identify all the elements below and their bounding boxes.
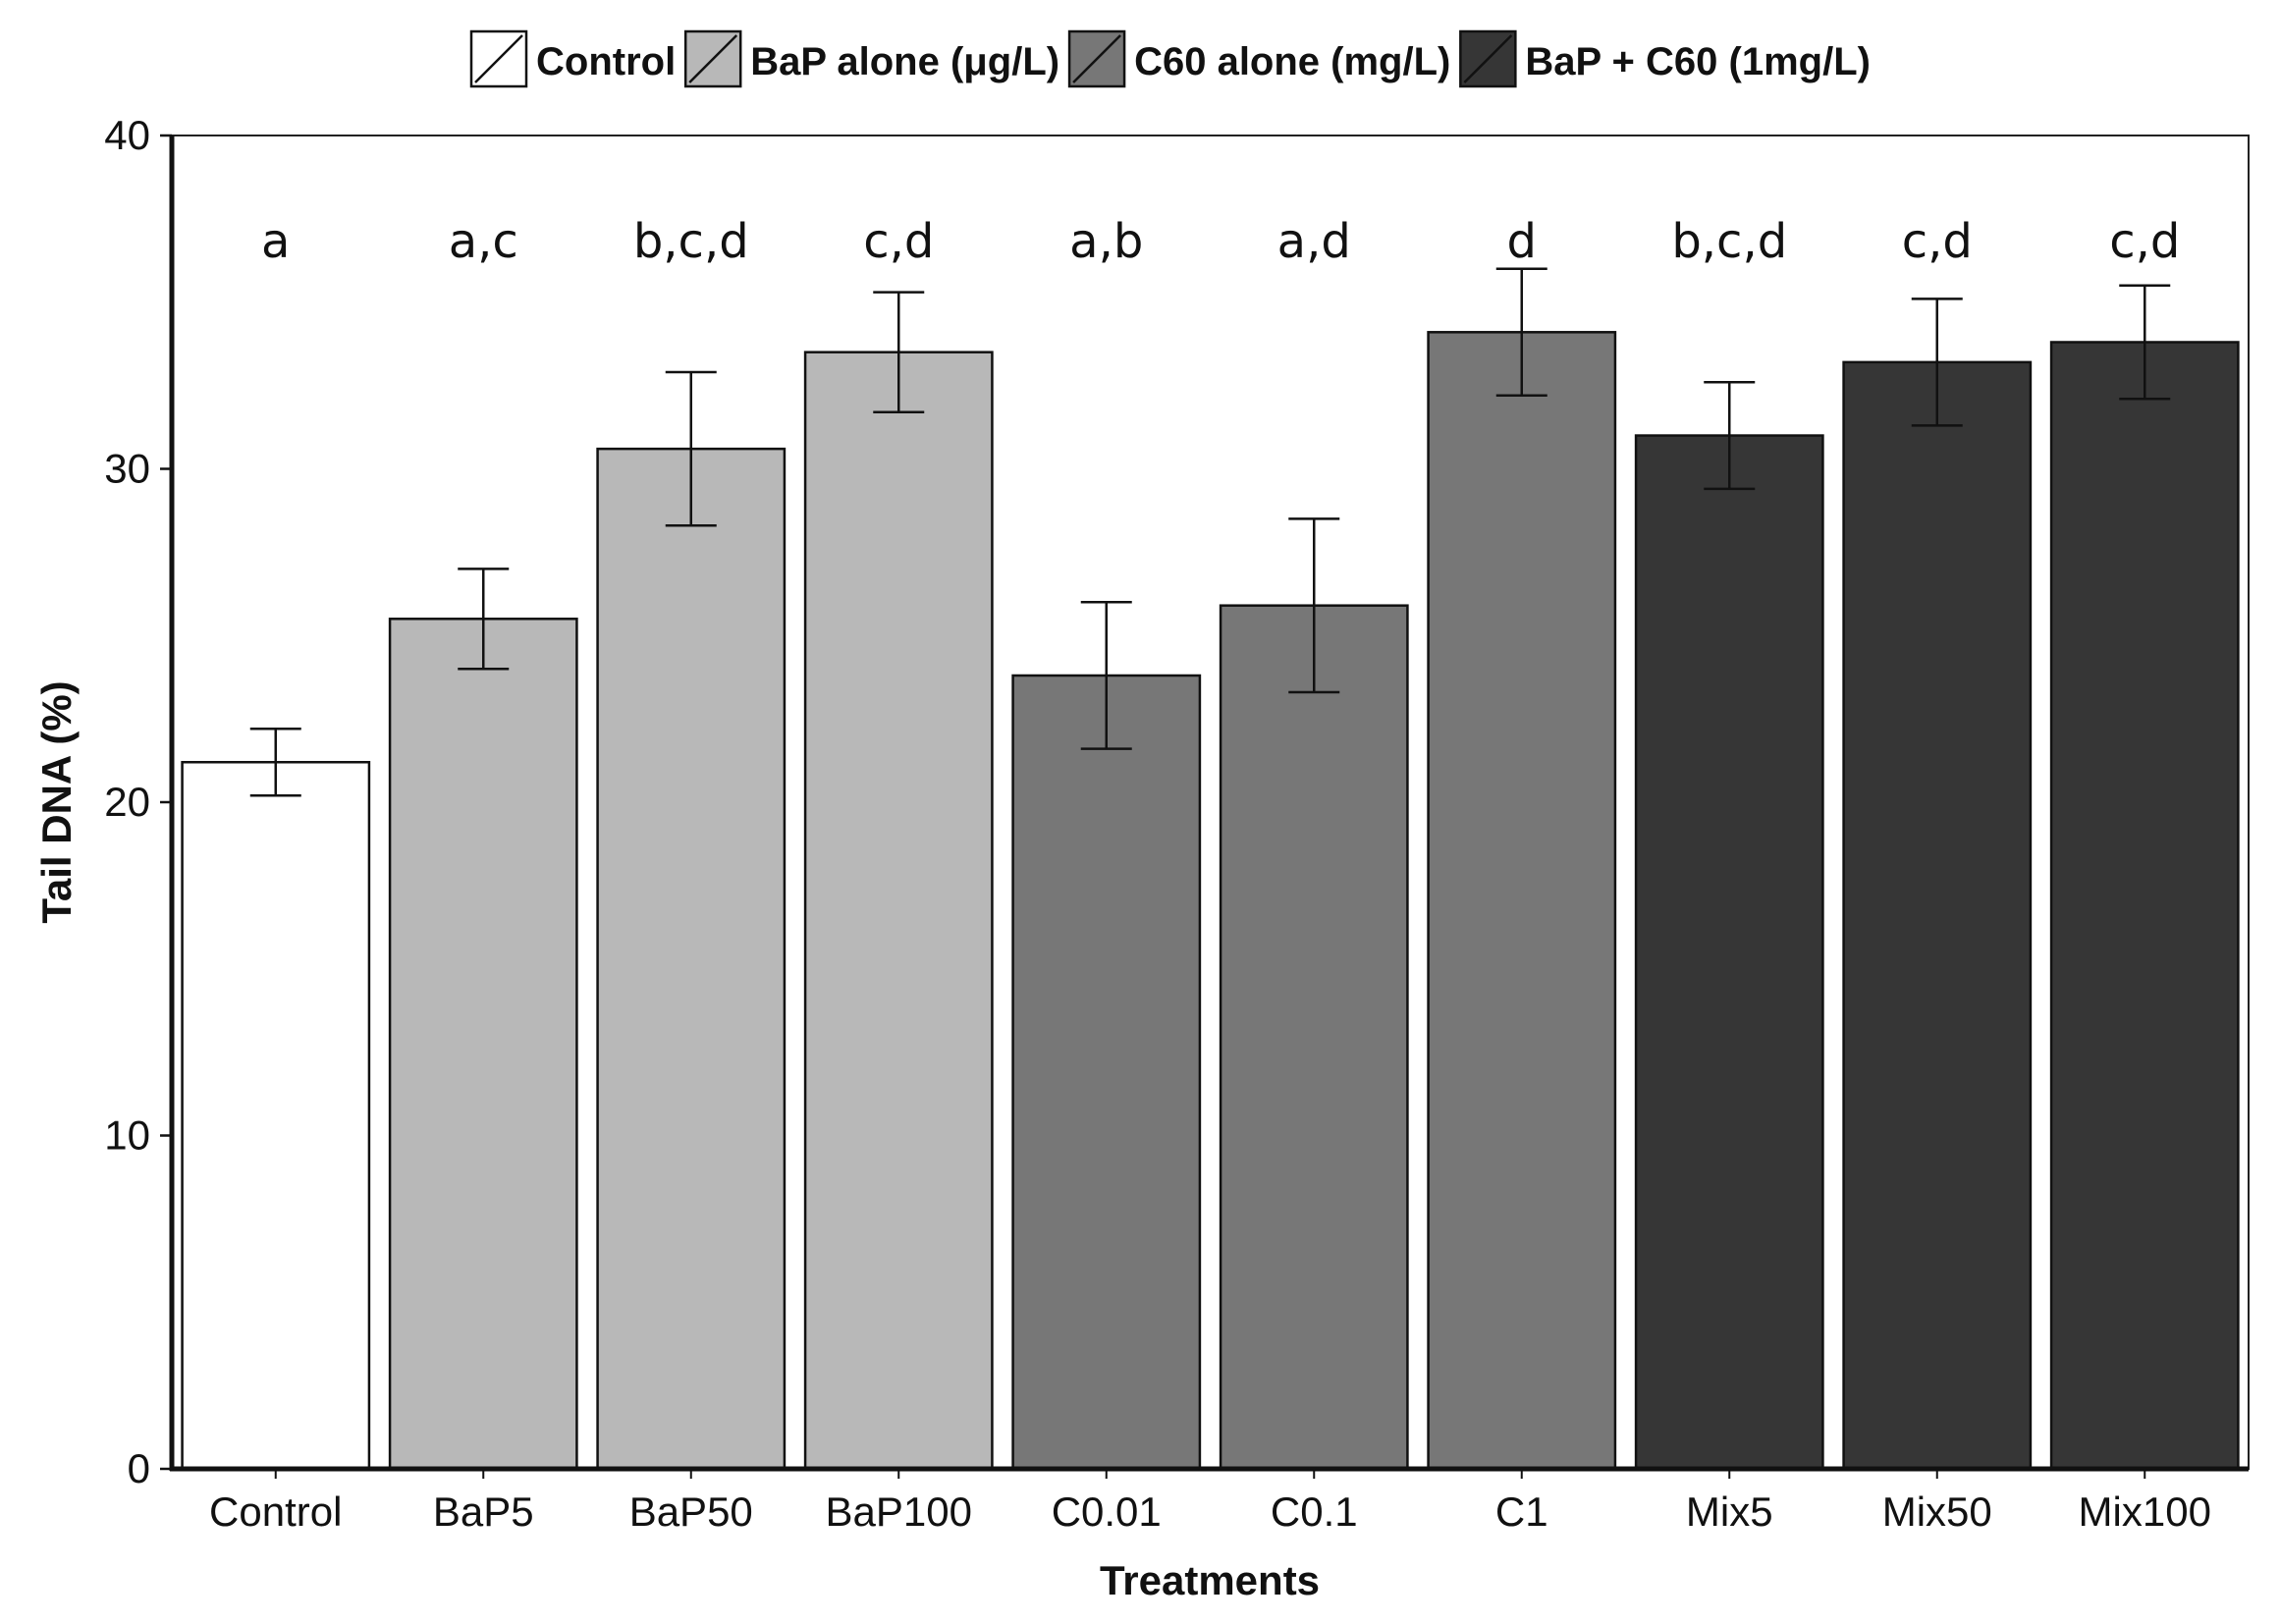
y-tick-label: 30 [104, 446, 150, 492]
legend-swatch-slash [1463, 34, 1513, 83]
x-tick-label: Mix100 [2079, 1489, 2211, 1535]
significance-label: c,d [863, 214, 934, 269]
legend-label: BaP alone (μg/L) [750, 40, 1059, 83]
bar-c0-1 [1219, 604, 1409, 1471]
x-tick-label: C0.1 [1271, 1489, 1358, 1535]
significance-label: d [1507, 214, 1537, 269]
error-bar [249, 728, 301, 797]
bar-c0-01 [1011, 674, 1202, 1471]
x-tick-label: C0.01 [1052, 1489, 1162, 1535]
legend-item: BaP + C60 (1mg/L) [1459, 29, 1871, 88]
x-tick-label: BaP100 [826, 1489, 972, 1535]
legend-item: C60 alone (mg/L) [1067, 29, 1450, 88]
bar-mix5 [1634, 434, 1824, 1471]
error-bar [873, 291, 925, 414]
x-tick-label: Control [209, 1489, 342, 1535]
significance-label: a,c [449, 214, 518, 269]
significance-label: a,d [1277, 214, 1351, 269]
x-axis: Control BaP5 BaP50 BaP100 C0.01 C0.1 C1 Mix5 Mix… [209, 1469, 2211, 1535]
y-tick-label: 0 [128, 1445, 150, 1491]
error-bar [458, 568, 510, 671]
legend-label: BaP + C60 (1mg/L) [1525, 40, 1871, 83]
significance-label: b,c,d [633, 214, 749, 269]
error-bar [665, 370, 717, 527]
legend-item: BaP alone (μg/L) [683, 29, 1059, 88]
legend-label: C60 alone (mg/L) [1134, 40, 1450, 83]
error-bar [1495, 267, 1547, 398]
significance-label: c,d [1902, 214, 1973, 269]
significance-label: a,b [1069, 214, 1143, 269]
error-bar [1911, 298, 1963, 427]
bar-bap100 [803, 351, 994, 1471]
x-tick-label: BaP5 [433, 1489, 534, 1535]
y-tick-label: 10 [104, 1112, 150, 1159]
significance-label: c,d [2109, 214, 2180, 269]
x-tick-label: BaP50 [629, 1489, 753, 1535]
legend-swatch-slash [688, 34, 738, 83]
legend-label: Control [536, 40, 676, 83]
x-axis-title: Treatments [1100, 1557, 1320, 1603]
bars [181, 331, 2240, 1471]
y-tick-label: 20 [104, 779, 150, 825]
error-bars [249, 267, 2171, 797]
x-tick-label: Mix5 [1686, 1489, 1773, 1535]
legend-item: Control [469, 29, 676, 88]
bar-control [181, 761, 371, 1471]
significance-label: a [261, 214, 290, 269]
error-bar [1288, 517, 1340, 694]
significance-label: b,c,d [1671, 214, 1787, 269]
bar-mix50 [1842, 360, 2033, 1471]
bar-c1 [1427, 331, 1617, 1471]
significance-labels: a a,c b,c,d c,d a,b a,d d b,c,d c,d c,d [261, 214, 2180, 269]
error-bar [2119, 284, 2171, 401]
legend-swatch-slash [474, 34, 523, 83]
bar-bap5 [388, 618, 578, 1471]
legend-swatch-slash [1072, 34, 1121, 83]
x-tick-label: Mix50 [1882, 1489, 1992, 1535]
error-bar [1704, 380, 1756, 491]
y-tick-label: 40 [104, 112, 150, 158]
x-tick-label: C1 [1495, 1489, 1548, 1535]
y-axis-title: Tail DNA (%) [33, 680, 80, 923]
bar-bap50 [596, 447, 787, 1471]
y-axis: 0 10 20 30 40 [104, 112, 2249, 1491]
error-bar [1080, 601, 1132, 750]
legend: Control BaP alone (μg/L) C60 alone (mg/L) B… [469, 29, 1871, 88]
bar-mix100 [2049, 341, 2240, 1471]
